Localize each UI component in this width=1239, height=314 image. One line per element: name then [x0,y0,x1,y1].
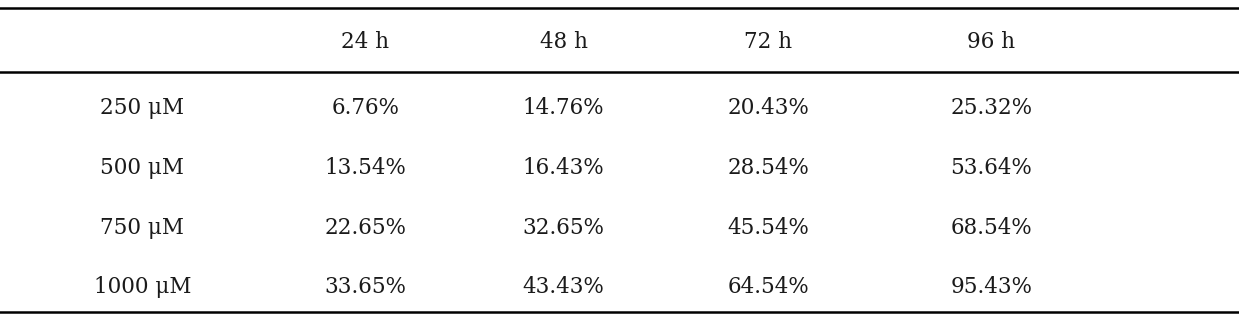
Text: 64.54%: 64.54% [727,276,809,298]
Text: 45.54%: 45.54% [727,217,809,239]
Text: 6.76%: 6.76% [332,97,399,119]
Text: 32.65%: 32.65% [523,217,605,239]
Text: 33.65%: 33.65% [325,276,406,298]
Text: 48 h: 48 h [540,31,587,53]
Text: 95.43%: 95.43% [950,276,1032,298]
Text: 96 h: 96 h [968,31,1015,53]
Text: 13.54%: 13.54% [325,157,406,179]
Text: 28.54%: 28.54% [727,157,809,179]
Text: 500 μM: 500 μM [100,157,185,179]
Text: 14.76%: 14.76% [523,97,605,119]
Text: 250 μM: 250 μM [100,97,185,119]
Text: 72 h: 72 h [745,31,792,53]
Text: 22.65%: 22.65% [325,217,406,239]
Text: 25.32%: 25.32% [950,97,1032,119]
Text: 43.43%: 43.43% [523,276,605,298]
Text: 1000 μM: 1000 μM [94,276,191,298]
Text: 16.43%: 16.43% [523,157,605,179]
Text: 750 μM: 750 μM [100,217,185,239]
Text: 53.64%: 53.64% [950,157,1032,179]
Text: 24 h: 24 h [342,31,389,53]
Text: 68.54%: 68.54% [950,217,1032,239]
Text: 20.43%: 20.43% [727,97,809,119]
